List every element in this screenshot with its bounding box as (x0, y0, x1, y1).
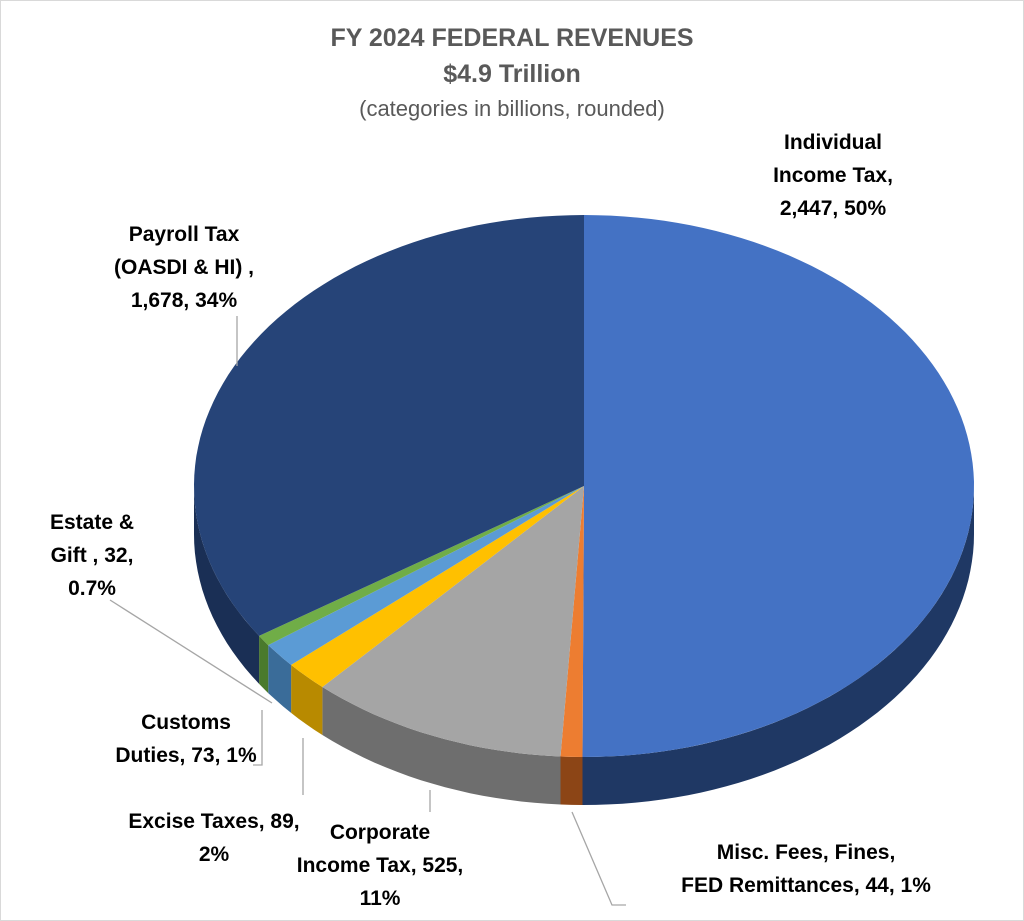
pie-slice-payroll-tax-oasdi-hi (194, 215, 584, 636)
pie-slice-corporate-income-tax (322, 486, 584, 757)
leader-line-estate (109, 599, 273, 704)
pie-slice-excise-taxes (291, 486, 584, 687)
data-label-individual: Individual Income Tax, 2,447, 50% (773, 131, 893, 220)
data-label-estate: Estate & Gift , 32, 0.7% (49, 511, 135, 600)
data-label-misc: Misc. Fees, Fines, FED Remittances, 44, 1… (681, 841, 931, 897)
data-label-corporate: Corporate Income Tax, 525, 11% (296, 821, 464, 910)
data-label-payroll: Payroll Tax (OASDI & HI) , 1,678, 34% (114, 223, 254, 312)
pie-side-misc-fees-fines-fed-remittances (560, 756, 583, 805)
chart-title: FY 2024 FEDERAL REVENUES (330, 24, 694, 52)
leader-line-customs (253, 710, 263, 766)
pie-side-estate-gift (259, 635, 269, 694)
pie-slice-misc-fees-fines-fed-remittances (560, 486, 584, 757)
pie-slice-individual-income-tax (582, 215, 974, 757)
pie-side-individual-income-tax (582, 486, 974, 805)
data-label-customs: Customs Duties, 73, 1% (115, 711, 257, 767)
pie-side-corporate-income-tax (322, 687, 561, 805)
pie-side-excise-taxes (291, 664, 323, 735)
pie-side-customs-duties (268, 645, 292, 713)
chart-subtitle: $4.9 Trillion (443, 60, 581, 88)
pie-slice-estate-gift (259, 486, 584, 646)
pie-slice-customs-duties (268, 486, 584, 665)
leader-line-misc (571, 811, 626, 906)
data-label-excise: Excise Taxes, 89, 2% (128, 810, 300, 866)
pie-side-payroll-tax-oasdi-hi (194, 486, 260, 684)
leader-lines (109, 316, 626, 906)
chart-note: (categories in billions, rounded) (359, 96, 665, 121)
